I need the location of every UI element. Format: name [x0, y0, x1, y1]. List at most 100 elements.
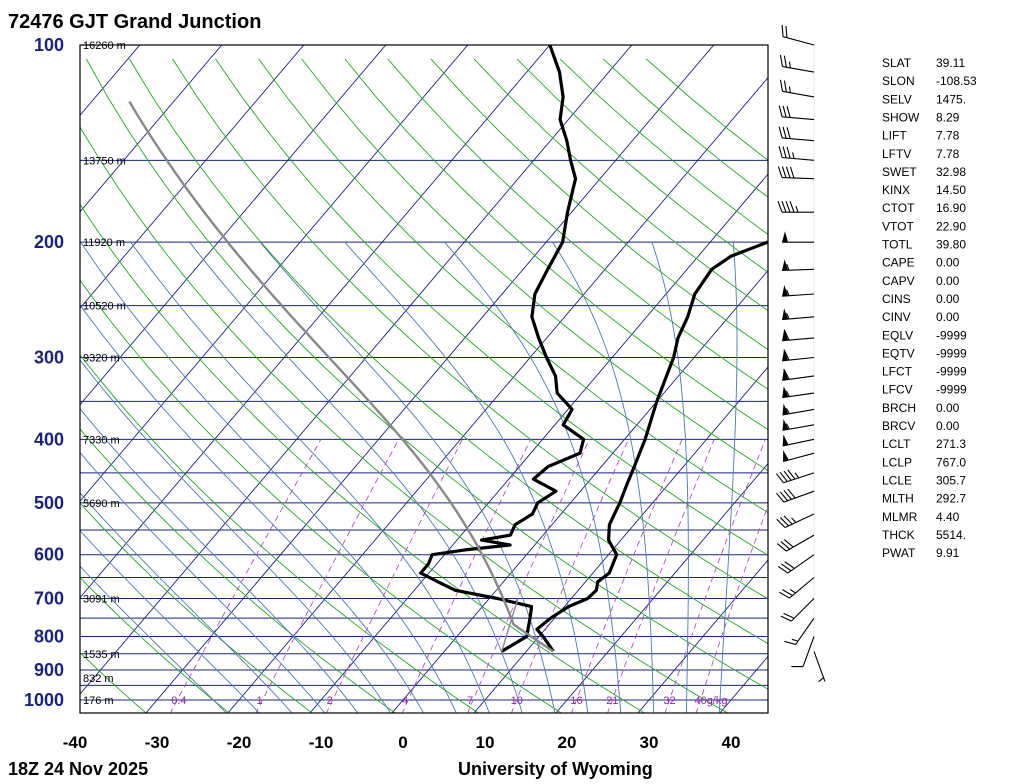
- wind-barb: [779, 79, 815, 98]
- wind-barb: [782, 386, 815, 399]
- height-label: 9320 m: [83, 353, 120, 365]
- index-name: CAPV: [882, 274, 915, 288]
- wind-barb-pennant: [782, 308, 789, 320]
- mixing-ratio-line: [695, 504, 768, 713]
- mixing-ratio-line: [325, 439, 463, 713]
- index-value: -108.53: [936, 74, 977, 88]
- wind-barb-staff: [782, 268, 815, 271]
- mixing-ratio-line: [607, 439, 715, 713]
- plot-area: 16260 m 13750 m 11920 m 10520 m 9320 m 7330 m…: [0, 40, 769, 714]
- wind-barb-half: [792, 152, 795, 159]
- mixing-ratio-label: 32: [663, 695, 675, 707]
- wind-barb-staff: [782, 156, 815, 161]
- isotherm-line: [309, 173, 768, 713]
- wind-barb-full: [782, 105, 787, 118]
- sounding-profiles: [128, 45, 768, 653]
- temperature-axis: -40 -30 -20 -10 0 10 20 30 40: [63, 733, 741, 752]
- index-name: BRCH: [882, 401, 916, 415]
- isotherm-line: [80, 45, 387, 406]
- wind-barb: [782, 329, 815, 342]
- temperature-tick-label: 20: [558, 733, 577, 752]
- moist-adiabat-line: [80, 241, 457, 713]
- moist-adiabat-line: [344, 241, 589, 713]
- wind-barb-full: [783, 612, 795, 619]
- wind-barb-pennant: [782, 434, 789, 446]
- wind-barb-full: [786, 127, 791, 139]
- wind-barb-half: [786, 289, 790, 296]
- dry-adiabat-line: [172, 58, 768, 600]
- wind-barb-full: [782, 126, 787, 139]
- wind-barb-half: [785, 423, 790, 430]
- pressure-tick-label: 300: [34, 348, 64, 368]
- pressure-tick-label: 700: [34, 589, 64, 609]
- temperature-tick-label: 0: [398, 733, 407, 752]
- isotherm-line: [80, 45, 469, 502]
- wind-barb-staff: [782, 452, 815, 463]
- dry-adiabat-line: [80, 279, 563, 713]
- index-value: 4.40: [936, 510, 960, 524]
- pressure-tick-label: 800: [34, 627, 64, 647]
- pressure-tick-label: 100: [34, 35, 64, 55]
- isotherm-line: [555, 462, 768, 713]
- dry-adiabat-line: [0, 59, 64, 714]
- wind-barb: [782, 285, 815, 297]
- mixing-ratio-line: [570, 439, 683, 713]
- height-label: 11920 m: [83, 237, 125, 249]
- pressure-tick-label: 900: [34, 660, 64, 680]
- wind-barb-pennant: [782, 386, 789, 398]
- isotherm-lines: [80, 45, 768, 713]
- moist-adiabat-line: [80, 565, 227, 713]
- index-value: 305.7: [936, 473, 966, 487]
- index-value: 16.90: [936, 201, 966, 215]
- wind-barb-full: [787, 469, 796, 480]
- wind-barb-staff: [787, 554, 815, 574]
- index-name: SELV: [882, 92, 912, 106]
- wind-barb: [782, 450, 815, 463]
- isotherm-line: [473, 366, 768, 713]
- parcel-path-line: [128, 100, 555, 653]
- data-source: University of Wyoming: [458, 759, 653, 779]
- index-name: CAPE: [882, 256, 915, 270]
- dry-adiabat-line: [80, 203, 646, 713]
- dry-adiabat-line: [80, 502, 313, 713]
- wind-barb: [782, 349, 815, 362]
- index-value: 1475.: [936, 92, 966, 106]
- sounding-time: 18Z 24 Nov 2025: [8, 759, 148, 779]
- wind-barb-full: [779, 54, 784, 67]
- wind-barb: [776, 513, 815, 529]
- index-value: -9999: [936, 346, 967, 360]
- moist-adiabat-line: [651, 242, 689, 713]
- mixing-ratio-label: 2: [327, 695, 333, 707]
- wind-barb-pennant: [782, 259, 789, 271]
- temperature-tick-label: -10: [309, 733, 334, 752]
- wind-barb-staff: [782, 438, 815, 447]
- wind-barb-full: [776, 518, 786, 528]
- wind-barb-pennant: [782, 329, 789, 341]
- index-value: 7.78: [936, 129, 960, 143]
- wind-barb-full: [783, 368, 790, 380]
- wind-barb: [780, 598, 815, 622]
- index-value: 39.11: [936, 56, 965, 70]
- wind-barb-full: [781, 201, 787, 213]
- wind-barb-pennant: [782, 285, 789, 297]
- wind-barb: [779, 577, 815, 599]
- index-value: 14.50: [936, 183, 966, 197]
- index-value: 8.29: [936, 110, 960, 124]
- index-name: EQLV: [882, 328, 913, 342]
- wind-barb: [775, 488, 815, 503]
- index-value: 767.0: [936, 455, 966, 469]
- wind-barb-staff: [782, 116, 815, 121]
- height-labels: 16260 m 13750 m 11920 m 10520 m 9320 m 7330 m…: [83, 40, 126, 707]
- moist-adiabat-line: [80, 451, 326, 713]
- wind-barb-half: [818, 677, 824, 683]
- wind-barb-full: [783, 515, 793, 525]
- wind-barb-pennant: [782, 349, 789, 361]
- wind-barb-staff: [782, 337, 815, 342]
- wind-barb-full: [783, 329, 790, 341]
- height-label: 176 m: [83, 695, 114, 707]
- background-grid: [0, 45, 768, 714]
- mixing-ratio-lines: [169, 439, 768, 713]
- wind-barb: [782, 259, 815, 271]
- index-name: SHOW: [882, 110, 920, 124]
- wind-barb-full: [781, 166, 787, 178]
